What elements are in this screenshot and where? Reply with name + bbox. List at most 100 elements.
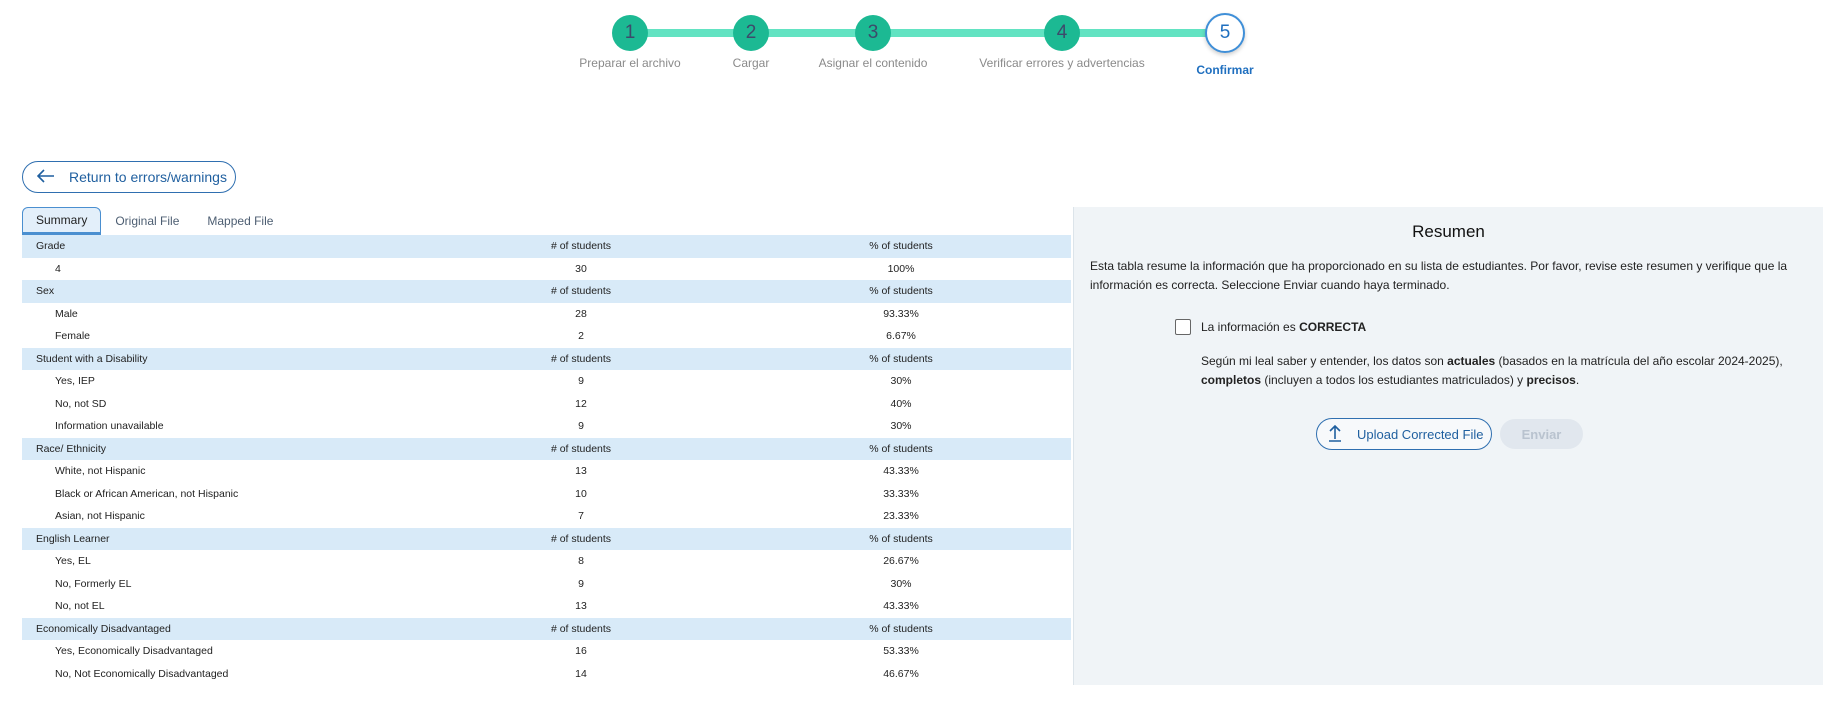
checkbox-label-bold: CORRECTA (1299, 320, 1367, 334)
count-header: # of students (550, 622, 612, 635)
row-count: 13 (575, 465, 587, 478)
row-count: 9 (578, 375, 584, 388)
table-row: 4 30 100% (22, 258, 1071, 281)
row-count: 7 (578, 510, 584, 523)
table-row: Yes, EL 8 26.67% (22, 550, 1071, 573)
row-count: 8 (578, 555, 584, 568)
step-3-circle: 3 (855, 15, 891, 51)
row-percent: 40% (890, 397, 912, 410)
table-row: Female 2 6.67% (22, 325, 1071, 348)
arrow-left-icon (36, 168, 55, 186)
upload-icon (1327, 424, 1343, 445)
stepper-connector (640, 29, 760, 37)
row-label: Yes, Economically Disadvantaged (55, 645, 213, 658)
row-percent: 30% (890, 577, 912, 590)
tab-mapped-file[interactable]: Mapped File (207, 214, 274, 228)
upload-button-label: Upload Corrected File (1357, 426, 1484, 442)
upload-corrected-file-button[interactable]: Upload Corrected File (1316, 418, 1492, 450)
table-row: No, Formerly EL 9 30% (22, 573, 1071, 596)
table-group-header: Economically Disadvantaged # of students%… (22, 617, 1071, 640)
table-row: Yes, IEP 9 30% (22, 370, 1071, 393)
send-button[interactable]: Enviar (1500, 419, 1583, 449)
row-count: 9 (578, 420, 584, 433)
return-button-label: Return to errors/warnings (69, 169, 227, 185)
step-3-label: Asignar el contenido (818, 56, 928, 70)
row-label: Asian, not Hispanic (55, 510, 145, 523)
step-1-label: Preparar el archivo (579, 56, 681, 70)
table-row: No, Not Economically Disadvantaged 14 46.6… (22, 663, 1071, 686)
table-group-header: Sex # of students % of students (22, 280, 1071, 303)
group-title: Economically Disadvantaged (36, 622, 171, 635)
row-count: 9 (578, 577, 584, 590)
tab-bar: Summary Original File Mapped File (22, 207, 287, 235)
group-title: Race/ Ethnicity (36, 442, 107, 455)
return-to-errors-button[interactable]: Return to errors/warnings (22, 161, 236, 193)
row-label: Yes, EL (55, 555, 91, 568)
checkbox-label-text: La información es (1201, 320, 1300, 334)
panel-description: Esta tabla resume la información que ha … (1090, 259, 1788, 292)
row-percent: 26.67% (883, 555, 919, 568)
table-row: No, not SD 12 40% (22, 393, 1071, 416)
row-count: 2 (578, 330, 584, 343)
row-percent: 30% (890, 420, 912, 433)
certification-statement: Según mi leal saber y entender, los dato… (1201, 354, 1783, 387)
row-label: No, not EL (55, 600, 105, 613)
row-count: 14 (575, 667, 587, 680)
group-title: Grade (36, 240, 66, 253)
summary-table: Grade # of students % of students 4 30 100% Se… (22, 235, 1071, 685)
summary-panel: Resumen Esta tabla resume la información… (1073, 207, 1823, 685)
percent-header: % of students (869, 240, 933, 253)
table-group-header: English Learner # of students % of student… (22, 527, 1071, 550)
table-row: Yes, Economically Disadvantaged 16 53.33% (22, 640, 1071, 663)
stepper-connector (760, 29, 870, 37)
table-row: Information unavailable 9 30% (22, 415, 1071, 438)
row-count: 28 (575, 307, 587, 320)
group-title: Student with a Disability (36, 352, 148, 365)
tab-summary[interactable]: Summary (22, 207, 102, 235)
count-header: # of students (550, 352, 612, 365)
step-4-circle: 4 (1044, 15, 1080, 51)
table-group-header: Race/ Ethnicity # of students % of student… (22, 437, 1071, 460)
row-label: 4 (55, 262, 61, 275)
row-count: 13 (575, 600, 587, 613)
percent-header: % of students (869, 532, 933, 545)
progress-stepper: 1 2 3 4 5 Preparar el archivo Cargar Asi… (0, 0, 1827, 100)
checkbox-label[interactable]: La información es CORRECTA (1201, 320, 1366, 334)
table-row: No, not EL 13 43.33% (22, 595, 1071, 618)
count-header: # of students (550, 442, 612, 455)
stepper-connector (1080, 29, 1230, 37)
step-2-circle: 2 (733, 15, 769, 51)
row-label: Female (55, 330, 91, 343)
row-label: No, Not Economically Disadvantaged (55, 667, 229, 680)
row-percent: 100% (887, 262, 915, 275)
step-5-label: Confirmar (1196, 63, 1254, 77)
correct-info-checkbox[interactable] (1175, 319, 1191, 335)
group-title: English Learner (36, 532, 110, 545)
tab-original-file[interactable]: Original File (115, 214, 180, 228)
panel-title: Resumen (1412, 222, 1485, 241)
row-percent: 6.67% (886, 330, 916, 343)
step-2-label: Cargar (732, 56, 770, 70)
row-label: No, not SD (55, 397, 107, 410)
row-label: White, not Hispanic (55, 465, 146, 478)
table-row: Male 28 93.33% (22, 303, 1071, 326)
row-percent: 33.33% (883, 487, 919, 500)
table-row: Asian, not Hispanic 7 23.33% (22, 505, 1071, 528)
percent-header: % of students (869, 352, 933, 365)
row-percent: 93.33% (883, 307, 919, 320)
row-count: 12 (575, 397, 587, 410)
row-count: 30 (575, 262, 587, 275)
percent-header: % of students (869, 622, 933, 635)
row-percent: 43.33% (883, 600, 919, 613)
row-percent: 23.33% (883, 510, 919, 523)
row-count: 10 (575, 487, 587, 500)
row-label: Yes, IEP (55, 375, 95, 388)
row-percent: 53.33% (883, 645, 919, 658)
row-label: Information unavailable (55, 420, 164, 433)
step-1-circle: 1 (612, 15, 648, 51)
count-header: # of students (550, 240, 612, 253)
percent-header: % of students (869, 442, 933, 455)
step-4-label: Verificar errores y advertencias (979, 56, 1145, 70)
table-row: White, not Hispanic 13 43.33% (22, 460, 1071, 483)
stepper-connector (890, 29, 1080, 37)
